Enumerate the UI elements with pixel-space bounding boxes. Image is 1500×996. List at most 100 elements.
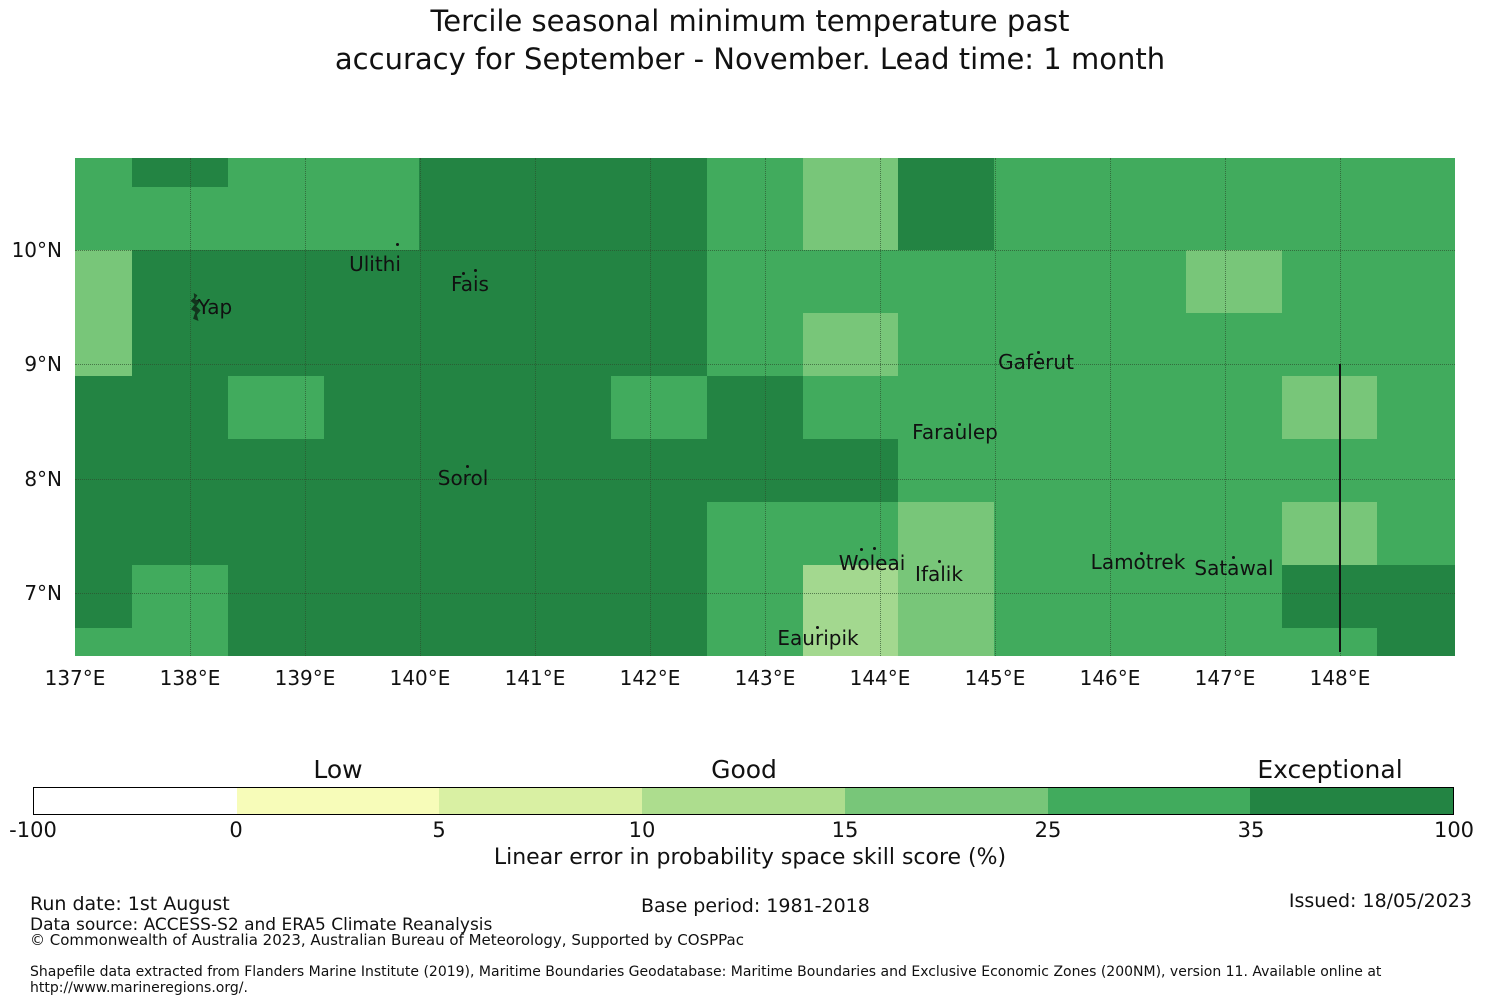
- island-marker-dot: [396, 243, 399, 246]
- x-tick-label: 139°E: [274, 666, 336, 690]
- map-cell: [419, 439, 515, 502]
- map-cell: [132, 250, 228, 313]
- gridline-v: [420, 158, 421, 656]
- eez-boundary-line: [1339, 364, 1341, 652]
- footer-run-date: Run date: 1st August: [30, 893, 230, 915]
- map-cell: [994, 502, 1090, 565]
- x-tick-label: 145°E: [964, 666, 1026, 690]
- map-cell: [707, 439, 803, 502]
- map-cell: [132, 439, 228, 502]
- map-cell: [707, 502, 803, 565]
- map-cell: [803, 565, 898, 628]
- map-cell: [898, 187, 994, 250]
- figure-title-line1: Tercile seasonal minimum temperature pas…: [430, 4, 1070, 38]
- map-cell: [707, 376, 803, 439]
- map-cell: [1377, 250, 1455, 313]
- map-cell: [1186, 250, 1282, 313]
- map-cell: [898, 565, 994, 628]
- map-cell: [803, 187, 898, 250]
- figure-title: Tercile seasonal minimum temperature pas…: [0, 2, 1500, 78]
- map-cell: [515, 250, 611, 313]
- colorbar: [33, 787, 1454, 815]
- map-cell: [1282, 628, 1377, 656]
- island-marker-dot: [816, 626, 819, 629]
- map-cell: [1282, 565, 1377, 628]
- map-cell: [611, 250, 707, 313]
- map-cell: [324, 158, 419, 187]
- map-cell: [1186, 628, 1282, 656]
- map-cell: [324, 376, 419, 439]
- map-cell: [1377, 158, 1455, 187]
- map-cell: [803, 502, 898, 565]
- map-cell: [611, 313, 707, 376]
- map-cell: [419, 250, 515, 313]
- map-cell: [1090, 187, 1186, 250]
- map-cell: [803, 628, 898, 656]
- map-cell: [898, 158, 994, 187]
- y-tick-label: 10°N: [11, 238, 62, 262]
- map-cell: [707, 250, 803, 313]
- map-cell: [228, 628, 324, 656]
- map-cell: [515, 313, 611, 376]
- island-label: Gaferut: [998, 350, 1074, 374]
- map-cell: [611, 376, 707, 439]
- figure-title-line2: accuracy for September - November. Lead …: [334, 42, 1166, 76]
- map-cell: [1090, 628, 1186, 656]
- map-cell: [1282, 376, 1377, 439]
- x-tick-label: 137°E: [44, 666, 106, 690]
- colorbar-tick-label: -100: [9, 818, 57, 842]
- map-cell: [132, 187, 228, 250]
- map-cell: [75, 376, 132, 439]
- x-tick-label: 144°E: [849, 666, 911, 690]
- map-cell: [1282, 313, 1377, 376]
- map-cell: [707, 313, 803, 376]
- map-cell: [803, 250, 898, 313]
- map-cell: [324, 250, 419, 313]
- map-cell: [75, 313, 132, 376]
- map-cell: [228, 439, 324, 502]
- colorbar-caption: Exceptional: [1257, 755, 1403, 784]
- x-tick-label: 146°E: [1079, 666, 1141, 690]
- footer-issued: Issued: 18/05/2023: [1288, 890, 1472, 912]
- map-cell: [228, 376, 324, 439]
- y-tick-label: 7°N: [24, 581, 62, 605]
- map-cell: [803, 376, 898, 439]
- colorbar-segment: [236, 788, 440, 814]
- map-cell: [419, 158, 515, 187]
- map-cell: [228, 250, 324, 313]
- colorbar-title: Linear error in probability space skill …: [493, 845, 1007, 870]
- island-label: Eauripik: [777, 626, 859, 650]
- map-cell: [75, 250, 132, 313]
- gridline-v: [1225, 158, 1226, 656]
- map-cell: [419, 187, 515, 250]
- colorbar-segment: [439, 788, 643, 814]
- gridline-h: [75, 593, 1455, 594]
- x-tick-label: 142°E: [619, 666, 681, 690]
- map-cell: [1282, 439, 1377, 502]
- map-cell: [1282, 250, 1377, 313]
- map-cell: [611, 502, 707, 565]
- map-cell: [1090, 439, 1186, 502]
- map-cell: [419, 628, 515, 656]
- map-cell: [75, 439, 132, 502]
- map-cell: [75, 158, 132, 187]
- map-cell: [994, 439, 1090, 502]
- colorbar-segment: [34, 788, 237, 814]
- map-cell: [75, 565, 132, 628]
- island-label: Ulithi: [349, 252, 401, 276]
- map-cell: [324, 565, 419, 628]
- island-marker-dot: [1232, 556, 1235, 559]
- map-cell: [324, 502, 419, 565]
- map-cell: [898, 250, 994, 313]
- map-cell: [803, 439, 898, 502]
- x-tick-label: 143°E: [734, 666, 796, 690]
- island-label: Fais: [451, 272, 489, 296]
- map-cell: [228, 187, 324, 250]
- gridline-v: [765, 158, 766, 656]
- gridline-v: [190, 158, 191, 656]
- map-cell: [419, 502, 515, 565]
- map-cell: [75, 502, 132, 565]
- map-cell: [1090, 502, 1186, 565]
- x-tick-label: 147°E: [1194, 666, 1256, 690]
